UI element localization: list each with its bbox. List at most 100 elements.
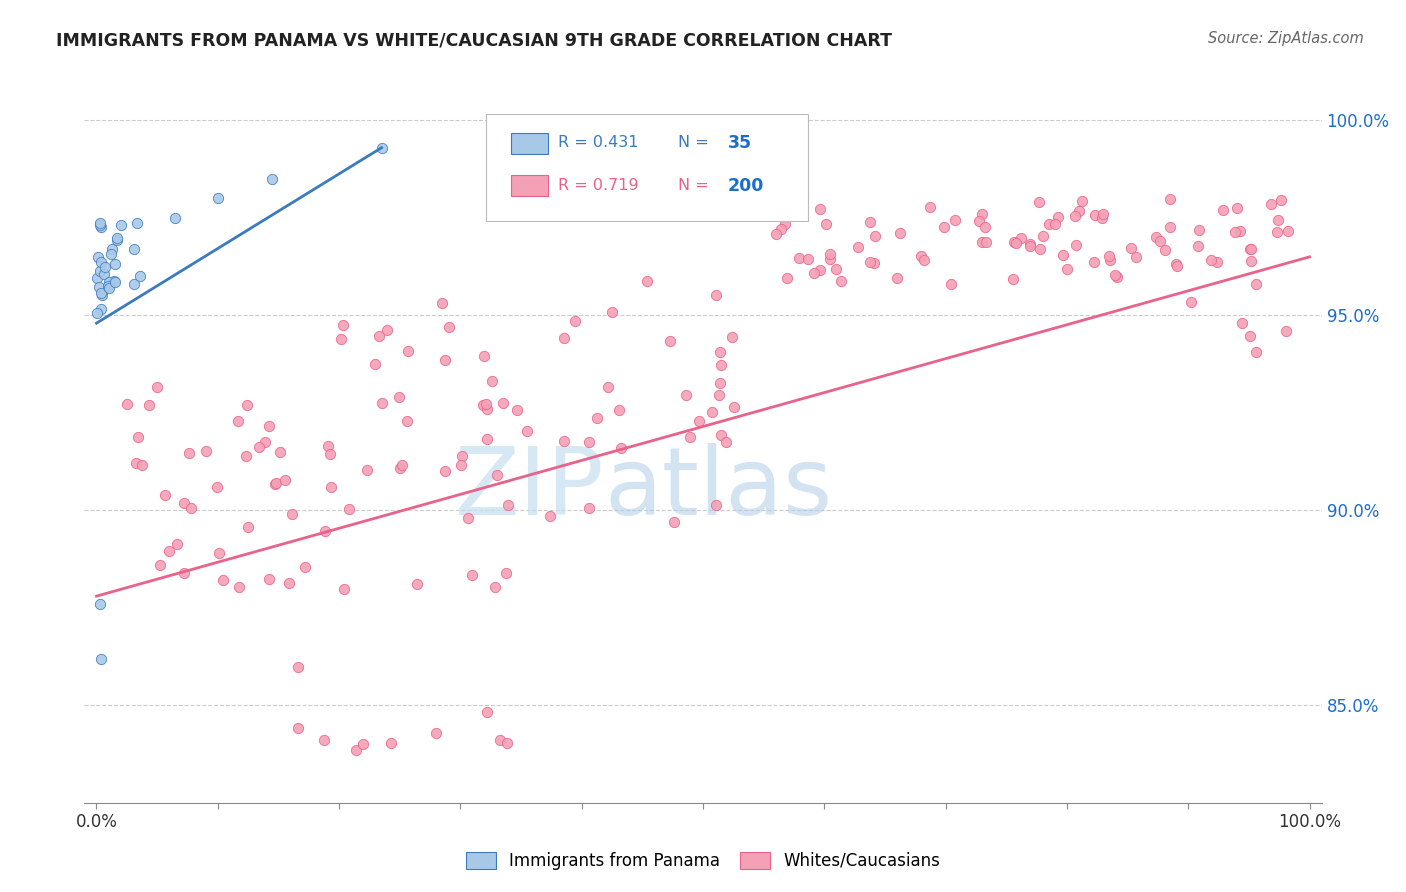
Point [86, 271, 108, 285]
Point [973, 220, 995, 235]
Point [125, 216, 148, 230]
Point [688, 414, 710, 428]
Point [332, 318, 354, 332]
Point [264, 476, 287, 491]
Point [1105, 270, 1128, 285]
Point [266, 475, 288, 490]
Point [457, 511, 479, 525]
Point [157, 544, 180, 558]
Point [165, 211, 187, 225]
Point [1098, 249, 1121, 263]
Point [723, 400, 745, 414]
Point [294, 560, 316, 574]
Point [484, 580, 506, 594]
Point [1125, 250, 1147, 264]
Point [710, 359, 733, 373]
Point [1265, 225, 1288, 239]
Point [87, 250, 110, 264]
Point [506, 403, 529, 417]
Point [1056, 261, 1078, 276]
FancyBboxPatch shape [486, 114, 808, 221]
Point [1002, 235, 1025, 250]
Point [759, 205, 782, 219]
Point [1052, 248, 1074, 262]
Point [1166, 260, 1188, 274]
Point [127, 430, 149, 444]
Point [1267, 213, 1289, 227]
Point [173, 566, 195, 581]
Point [177, 446, 200, 460]
Text: R = 0.719: R = 0.719 [558, 178, 638, 193]
Point [886, 271, 908, 285]
Point [1239, 242, 1261, 256]
Point [481, 374, 503, 388]
Point [472, 398, 495, 412]
Point [710, 428, 733, 442]
Point [97, 281, 120, 295]
Point [406, 576, 429, 591]
Point [538, 508, 561, 523]
Point [1277, 224, 1299, 238]
Point [1260, 197, 1282, 211]
Point [932, 220, 955, 235]
Point [1206, 255, 1229, 269]
Point [1001, 272, 1024, 286]
Point [797, 252, 820, 266]
Point [90, 219, 112, 234]
Point [205, 480, 228, 494]
Text: Source: ZipAtlas.com: Source: ZipAtlas.com [1208, 31, 1364, 46]
Point [110, 218, 132, 232]
Point [367, 329, 389, 343]
Point [709, 345, 731, 359]
Point [195, 443, 218, 458]
Point [236, 398, 259, 412]
Point [89, 280, 111, 294]
Point [89, 218, 111, 232]
Point [364, 357, 387, 371]
Point [700, 405, 723, 419]
Point [810, 262, 832, 277]
Point [1149, 234, 1171, 248]
Point [475, 706, 498, 720]
Point [1199, 253, 1222, 268]
Point [173, 496, 195, 510]
Text: 200: 200 [728, 177, 763, 194]
Point [974, 235, 997, 249]
Point [1240, 254, 1263, 268]
Point [859, 255, 882, 269]
Point [972, 207, 994, 221]
Point [578, 500, 600, 515]
Point [1010, 230, 1032, 244]
Point [388, 390, 411, 404]
Point [1064, 210, 1087, 224]
Point [228, 581, 250, 595]
Point [89, 216, 111, 230]
Point [90, 255, 112, 269]
Point [257, 419, 280, 434]
Point [495, 566, 517, 581]
Point [396, 343, 419, 358]
Point [1159, 219, 1181, 234]
Point [675, 388, 697, 402]
Point [553, 331, 575, 345]
Point [1038, 217, 1060, 231]
Point [129, 269, 152, 284]
Point [94, 260, 117, 275]
Point [352, 737, 374, 751]
Point [138, 398, 160, 412]
Point [1028, 195, 1050, 210]
Point [1244, 345, 1267, 359]
Point [859, 214, 882, 228]
Point [787, 252, 810, 266]
Legend: Immigrants from Panama, Whites/Caucasians: Immigrants from Panama, Whites/Caucasian… [460, 845, 946, 877]
Point [425, 725, 447, 739]
Point [475, 432, 498, 446]
Point [776, 271, 799, 285]
Point [391, 458, 413, 473]
Point [1188, 223, 1211, 237]
Point [105, 231, 128, 245]
Point [1274, 324, 1296, 338]
Point [918, 200, 941, 214]
Point [396, 414, 419, 428]
Text: N =: N = [678, 178, 709, 193]
